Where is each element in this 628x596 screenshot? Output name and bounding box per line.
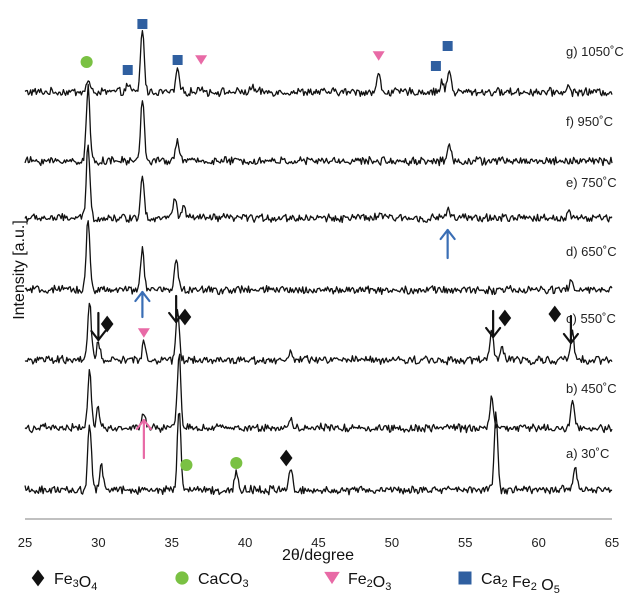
trace-label-0: g) 1050˚C <box>566 44 624 59</box>
legend-swatch-triangle <box>324 571 340 585</box>
legend-swatch-circle <box>175 571 189 585</box>
trace-label-1: f) 950˚C <box>566 114 613 129</box>
arrow-black-10 <box>90 311 107 342</box>
x-axis-title: 2θ/degree <box>282 547 354 564</box>
arrow-blue-8 <box>439 228 456 260</box>
arrow-blue-9 <box>134 290 151 319</box>
trace-5 <box>24 353 613 434</box>
marker-diamond-17 <box>548 305 562 323</box>
legend-swatch-square <box>458 571 472 585</box>
marker-triangle-4 <box>195 55 208 65</box>
marker-triangle-5 <box>372 51 385 61</box>
legend-item-0: Fe3O4 <box>31 569 97 593</box>
marker-triangle-12 <box>137 328 150 338</box>
trace-label-3: d) 650˚C <box>566 244 617 259</box>
x-tick-label-25: 25 <box>18 535 32 550</box>
arrow-pink-19 <box>135 418 152 460</box>
x-tick-label-35: 35 <box>165 535 179 550</box>
trace-label-6: a) 30˚C <box>566 446 609 461</box>
x-tick-label-45: 45 <box>311 535 325 550</box>
legend: Fe3O4 CaCO3 Fe2O3 Ca2 Fe2 O5 <box>31 569 560 596</box>
legend-item-1: CaCO3 <box>175 571 249 590</box>
x-tick-label-55: 55 <box>458 535 472 550</box>
legend-item-3: Ca2 Fe2 O5 <box>458 571 560 596</box>
marker-square-3 <box>172 55 183 65</box>
legend-label-2: Fe2O3 <box>348 571 391 593</box>
x-tick-label-30: 30 <box>91 535 105 550</box>
marker-square-6 <box>430 61 441 71</box>
marker-diamond-14 <box>178 308 192 326</box>
marker-diamond-11 <box>100 315 114 333</box>
arrow-black-15 <box>485 309 502 339</box>
trace-label-4: c) 550˚C <box>566 311 616 326</box>
markers-layer <box>80 19 580 472</box>
traces-layer: g) 1050˚C f) 950˚C e) 750˚C d) 650˚C c) 550˚… <box>24 29 624 496</box>
legend-swatch-diamond <box>31 569 45 587</box>
x-tick-label-60: 60 <box>531 535 545 550</box>
marker-square-1 <box>122 65 133 75</box>
marker-diamond-22 <box>279 449 293 467</box>
marker-circle-21 <box>230 456 243 470</box>
trace-label-5: b) 450˚C <box>566 381 617 396</box>
legend-label-1: CaCO3 <box>198 571 249 590</box>
marker-circle-0 <box>80 55 93 69</box>
trace-4 <box>24 302 613 366</box>
trace-1 <box>24 83 613 167</box>
legend-item-2: Fe2O3 <box>324 571 391 593</box>
legend-label-3: Ca2 Fe2 O5 <box>481 571 560 596</box>
x-tick-label-50: 50 <box>385 535 399 550</box>
x-tick-label-40: 40 <box>238 535 252 550</box>
trace-label-2: e) 750˚C <box>566 175 617 190</box>
trace-0 <box>24 29 613 98</box>
arrow-black-18 <box>562 314 580 345</box>
x-tick-label-65: 65 <box>605 535 619 550</box>
trace-2 <box>24 144 613 224</box>
trace-6 <box>24 411 613 496</box>
marker-square-2 <box>137 19 148 29</box>
marker-diamond-16 <box>498 309 512 327</box>
trace-3 <box>24 220 613 296</box>
legend-label-0: Fe3O4 <box>54 571 97 593</box>
y-axis-title: Intensity [a.u.] <box>11 220 28 320</box>
x-axis: 25 30 35 40 45 50 55 60 65 <box>18 518 619 550</box>
marker-circle-20 <box>180 458 193 472</box>
marker-square-7 <box>442 41 453 51</box>
